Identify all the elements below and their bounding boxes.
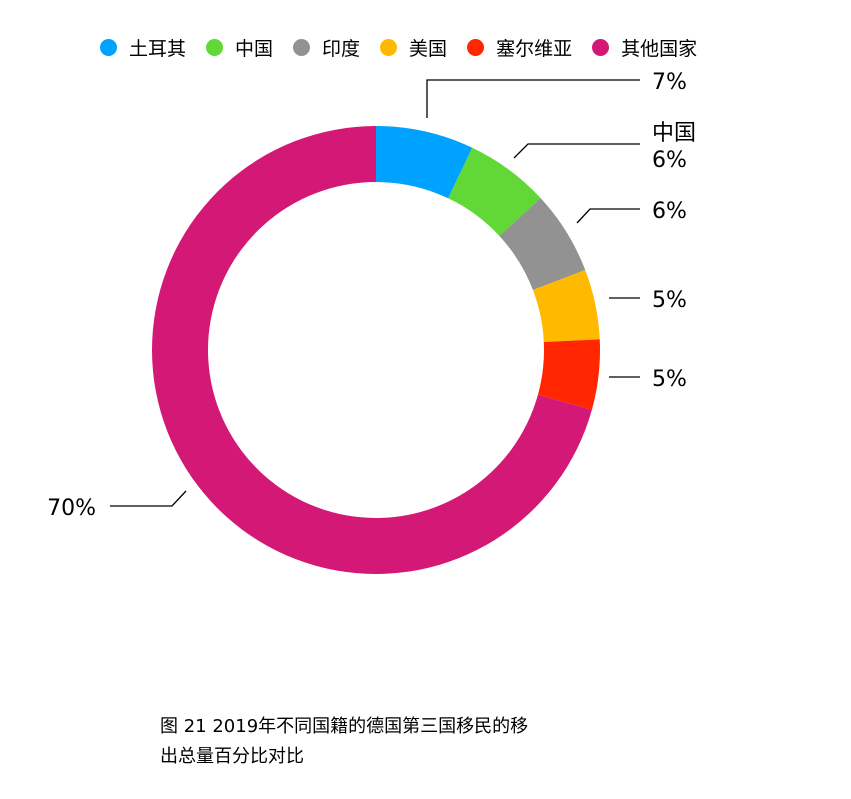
figure-caption: 图 21 2019年不同国籍的德国第三国移民的移 出总量百分比对比: [160, 712, 600, 772]
legend-label: 其他国家: [621, 38, 698, 60]
chart-legend: 土耳其 中国 印度 美国 塞尔维亚 其他国家: [100, 34, 717, 61]
legend-label: 塞尔维亚: [496, 38, 573, 60]
leader-line-turkey: [426, 79, 640, 118]
leader-line-china: [513, 143, 640, 159]
caption-line-2: 出总量百分比对比: [160, 746, 304, 767]
caption-line-1: 图 21 2019年不同国籍的德国第三国移民的移: [160, 716, 529, 737]
donut-chart: 7%中国6%6%5%5%70%: [47, 70, 696, 574]
legend-item-other: 其他国家: [592, 34, 697, 61]
legend-item-serbia: 塞尔维亚: [467, 34, 572, 61]
legend-swatch: [100, 39, 117, 56]
legend-label: 印度: [322, 38, 361, 60]
legend-swatch: [380, 39, 398, 56]
slice-india: [499, 198, 586, 291]
legend-swatch: [467, 39, 485, 56]
legend-item-turkey: 土耳其: [100, 34, 186, 61]
legend-item-usa: 美国: [380, 34, 447, 61]
legend-swatch: [206, 39, 224, 56]
data-label-turkey: 7%: [652, 70, 687, 95]
data-label-china-name: 中国: [652, 121, 696, 146]
legend-item-india: 印度: [293, 34, 360, 61]
slice-usa: [532, 270, 600, 343]
legend-label: 土耳其: [129, 38, 187, 60]
data-label-usa: 5%: [652, 288, 687, 313]
legend-item-china: 中国: [206, 34, 273, 61]
data-label-china: 6%: [652, 148, 687, 173]
legend-label: 美国: [409, 38, 448, 60]
leader-line-other: [110, 490, 187, 507]
data-label-india: 6%: [652, 199, 687, 224]
data-label-serbia: 5%: [652, 367, 687, 392]
legend-swatch: [592, 39, 610, 56]
legend-label: 中国: [235, 38, 274, 60]
legend-swatch: [293, 39, 311, 56]
slice-serbia: [537, 339, 600, 410]
leader-line-india: [576, 208, 640, 224]
slice-china: [448, 147, 541, 237]
data-label-other: 70%: [47, 496, 96, 521]
slice-turkey: [376, 126, 473, 199]
